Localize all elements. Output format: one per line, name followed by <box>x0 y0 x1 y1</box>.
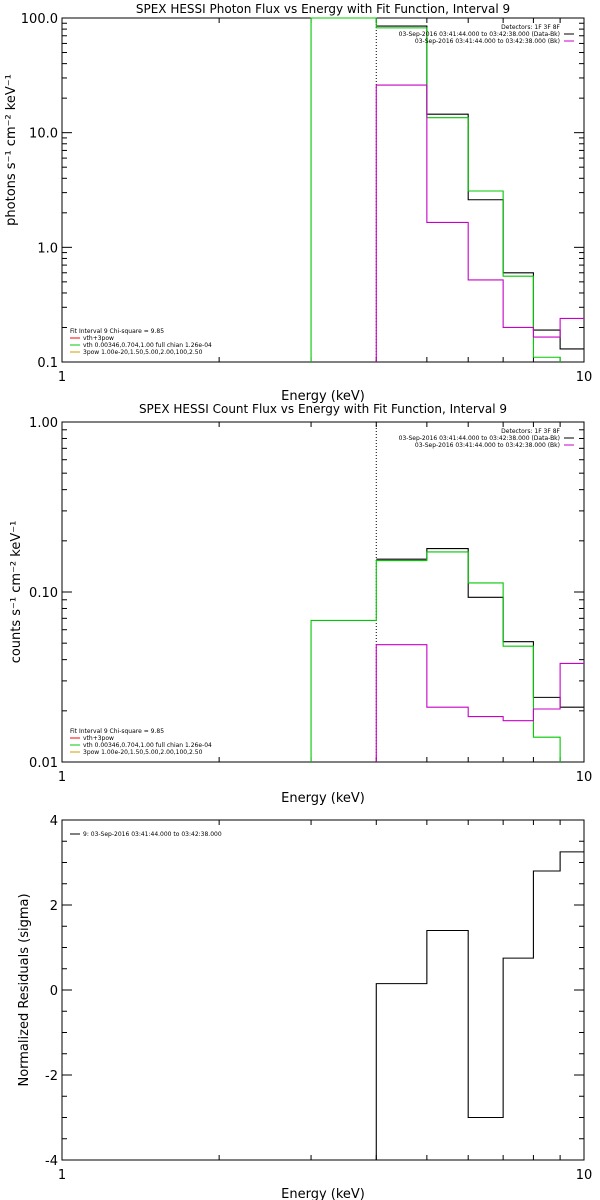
legend-left-text: Fit Interval 9 Chi-square = 9.85 <box>70 328 164 335</box>
y-tick-label: 0.10 <box>29 586 58 601</box>
series-line-1 <box>376 25 584 350</box>
y-tick-label: 100.0 <box>21 12 58 27</box>
x-tick-label: 10 <box>576 1168 593 1183</box>
x-tick-label: 10 <box>576 770 593 785</box>
y-tick-label: -2 <box>45 1069 58 1084</box>
legend-right-text: 03-Sep-2016 03:41:44.000 to 03:42:38.000… <box>399 31 560 38</box>
legend-left-text: vth 0.00346,0.704,1.00 full chian 1.26e-… <box>83 742 212 749</box>
x-axis-label: Energy (keV) <box>281 791 365 806</box>
legend-left-text: vth+3pow <box>83 735 114 742</box>
plot-frame <box>61 421 585 763</box>
plot-frame <box>61 819 585 1161</box>
y-tick-label: 0.01 <box>29 756 58 771</box>
legend-right-text: Detectors: 1F 3F 8F <box>501 24 560 31</box>
y-axis-label: photons s⁻¹ cm⁻² keV⁻¹ <box>4 74 19 226</box>
legend-left-text: 3pow 1.00e-20,1.50,5.00,2.00,100,2.50 <box>83 349 203 356</box>
series-line-1 <box>376 548 584 708</box>
y-tick-label: 1.0 <box>37 241 58 256</box>
legend-left-text: Fit Interval 9 Chi-square = 9.85 <box>70 728 164 735</box>
legend-right-text: 03-Sep-2016 03:41:44.000 to 03:42:38.000… <box>399 435 560 442</box>
legend-left-text: vth 0.00346,0.704,1.00 full chian 1.26e-… <box>83 342 212 349</box>
chart-title: SPEX HESSI Count Flux vs Energy with Fit… <box>139 402 507 416</box>
y-axis-label: counts s⁻¹ cm⁻² keV⁻¹ <box>9 521 24 664</box>
y-tick-label: 0.1 <box>37 356 58 371</box>
y-tick-label: 4 <box>50 814 58 829</box>
chart-panel-3: 1 10 Energy (keV) -4 -2 0 2 4 Normalized Residua… <box>17 814 592 1200</box>
x-axis-label: Energy (keV) <box>281 389 365 404</box>
legend-right-text: 03-Sep-2016 03:41:44.000 to 03:42:38.000… <box>415 442 560 449</box>
y-tick-label: 0 <box>50 984 58 999</box>
series-line-3 <box>375 644 584 762</box>
x-axis-label: Energy (keV) <box>281 1187 365 1200</box>
chart-panel-1: SPEX HESSI Photon Flux vs Energy with Fi… <box>4 2 592 404</box>
legend-right-text: Detectors: 1F 3F 8F <box>501 428 560 435</box>
series-line-1 <box>375 851 584 1160</box>
x-tick-label: 1 <box>58 1168 66 1183</box>
y-tick-label: 2 <box>50 899 58 914</box>
series-line-2 <box>310 551 561 762</box>
y-tick-label: -4 <box>45 1154 58 1169</box>
series-line-3 <box>375 84 584 362</box>
y-tick-label: 10.0 <box>29 127 58 142</box>
legend-right-text: 03-Sep-2016 03:41:44.000 to 03:42:38.000… <box>415 38 560 45</box>
plot-frame <box>61 17 585 363</box>
y-axis-label: Normalized Residuals (sigma) <box>17 893 32 1086</box>
x-tick-label: 10 <box>576 370 593 385</box>
chart-panel-2: SPEX HESSI Count Flux vs Energy with Fit… <box>9 402 592 806</box>
x-tick-label: 1 <box>58 370 66 385</box>
series-line-2 <box>310 17 561 362</box>
legend-left-text: 3pow 1.00e-20,1.50,5.00,2.00,100,2.50 <box>83 749 203 756</box>
legend-left-text: vth+3pow <box>83 335 114 342</box>
legend-left-text: 9: 03-Sep-2016 03:41:44.000 to 03:42:38.… <box>83 831 222 838</box>
y-tick-label: 1.00 <box>29 416 58 431</box>
x-tick-label: 1 <box>58 770 66 785</box>
chart-title: SPEX HESSI Photon Flux vs Energy with Fi… <box>136 2 510 16</box>
